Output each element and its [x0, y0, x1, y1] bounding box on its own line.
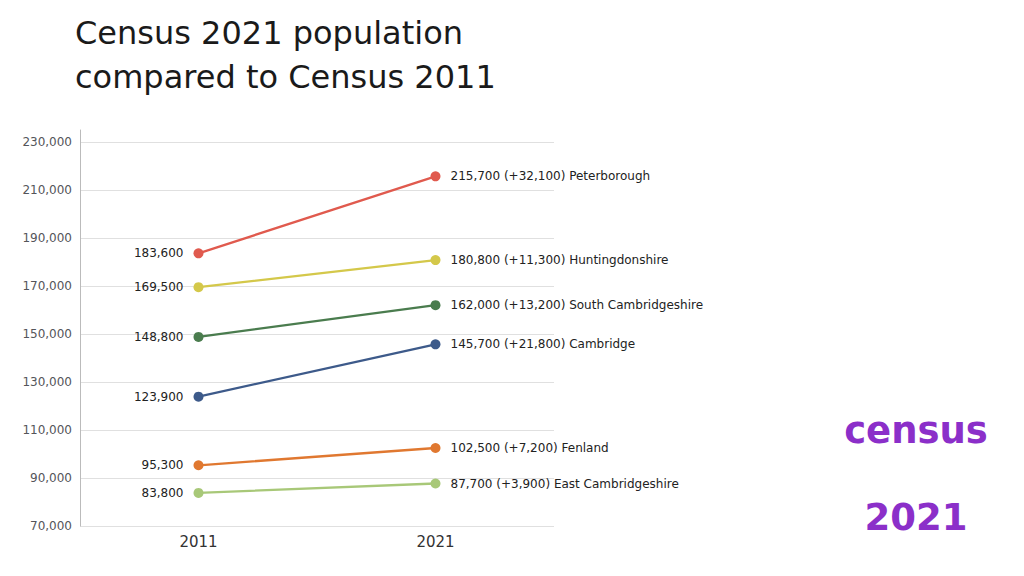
svg-text:162,000 (+13,200) South Cambri: 162,000 (+13,200) South Cambridgeshire — [451, 298, 704, 312]
svg-text:110,000: 110,000 — [22, 423, 72, 437]
svg-text:210,000: 210,000 — [22, 183, 72, 197]
svg-text:2021: 2021 — [865, 496, 968, 539]
svg-text:215,700 (+32,100) Peterborough: 215,700 (+32,100) Peterborough — [451, 169, 651, 183]
svg-text:183,600: 183,600 — [134, 246, 184, 260]
svg-text:87,700 (+3,900) East Cambridge: 87,700 (+3,900) East Cambridgeshire — [451, 477, 679, 491]
svg-text:180,800 (+11,300) Huntingdonsh: 180,800 (+11,300) Huntingdonshire — [451, 253, 669, 267]
svg-text:83,800: 83,800 — [142, 486, 184, 500]
svg-text:148,800: 148,800 — [134, 330, 184, 344]
svg-text:102,500 (+7,200) Fenland: 102,500 (+7,200) Fenland — [451, 441, 609, 455]
svg-text:150,000: 150,000 — [22, 327, 72, 341]
svg-text:Census 2021 population: Census 2021 population — [75, 14, 463, 52]
svg-text:170,000: 170,000 — [22, 279, 72, 293]
svg-text:2011: 2011 — [179, 533, 217, 551]
svg-text:130,000: 130,000 — [22, 375, 72, 389]
svg-text:123,900: 123,900 — [134, 390, 184, 404]
svg-text:70,000: 70,000 — [30, 519, 72, 533]
svg-text:2021: 2021 — [416, 533, 454, 551]
svg-text:compared to Census 2011: compared to Census 2011 — [75, 58, 496, 96]
svg-text:145,700 (+21,800) Cambridge: 145,700 (+21,800) Cambridge — [451, 337, 636, 351]
svg-text:169,500: 169,500 — [134, 280, 184, 294]
svg-text:95,300: 95,300 — [142, 458, 184, 472]
svg-text:90,000: 90,000 — [30, 471, 72, 485]
svg-text:190,000: 190,000 — [22, 231, 72, 245]
svg-text:census: census — [844, 409, 988, 452]
svg-text:230,000: 230,000 — [22, 135, 72, 149]
